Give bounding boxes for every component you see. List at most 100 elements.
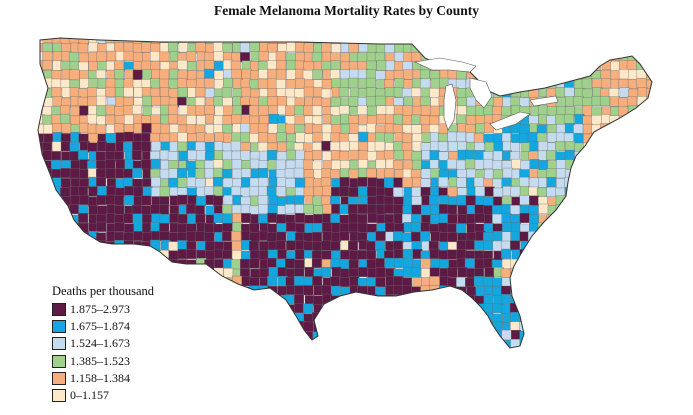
county	[285, 258, 295, 269]
county	[132, 43, 143, 54]
county	[60, 249, 71, 259]
county	[295, 204, 306, 215]
county	[384, 168, 395, 179]
county	[619, 231, 630, 242]
county	[636, 78, 647, 89]
county	[483, 158, 493, 169]
county	[169, 213, 180, 223]
county	[458, 348, 468, 358]
county	[68, 259, 79, 270]
county	[267, 257, 278, 268]
county	[600, 222, 611, 233]
county	[160, 96, 171, 107]
county	[38, 79, 43, 89]
county	[430, 42, 441, 53]
county	[150, 78, 160, 89]
county	[519, 268, 530, 279]
county	[52, 42, 63, 53]
county	[412, 38, 423, 44]
county	[268, 195, 279, 206]
county	[275, 79, 286, 90]
county	[357, 105, 368, 116]
county	[257, 195, 268, 206]
county	[222, 97, 233, 108]
county	[618, 178, 629, 189]
county	[41, 295, 52, 306]
county	[205, 250, 216, 261]
county	[600, 312, 611, 323]
county	[572, 286, 583, 297]
county	[573, 159, 584, 170]
county	[312, 241, 323, 252]
county	[636, 114, 647, 125]
county	[637, 268, 648, 279]
county	[376, 60, 387, 71]
county	[393, 114, 403, 125]
county	[655, 232, 665, 242]
county	[646, 196, 652, 207]
county	[321, 321, 332, 332]
county	[655, 61, 665, 71]
county	[213, 96, 223, 107]
county	[284, 168, 295, 179]
county	[339, 177, 350, 188]
county	[340, 313, 351, 324]
county	[268, 322, 279, 332]
county	[38, 178, 44, 189]
county	[582, 205, 593, 216]
county	[285, 79, 296, 89]
county	[637, 221, 648, 232]
county	[38, 321, 45, 332]
legend-label: 1.158–1.384	[70, 370, 130, 385]
county	[656, 179, 666, 189]
county	[96, 141, 107, 152]
county	[375, 267, 386, 278]
county	[655, 43, 665, 53]
county	[646, 294, 652, 305]
county	[114, 221, 125, 232]
county	[528, 205, 539, 216]
county	[38, 331, 45, 341]
county	[601, 275, 612, 286]
county	[95, 124, 106, 135]
county	[591, 195, 602, 206]
county	[115, 168, 126, 179]
county	[383, 203, 394, 214]
county	[635, 132, 646, 143]
county	[376, 114, 387, 125]
county	[601, 231, 612, 242]
county	[590, 169, 601, 180]
county	[493, 141, 504, 152]
county	[591, 340, 602, 348]
county	[583, 240, 594, 251]
county	[582, 322, 593, 333]
county	[88, 205, 99, 216]
county	[141, 159, 152, 170]
county	[123, 177, 134, 188]
county	[194, 231, 205, 242]
county	[402, 115, 413, 126]
county	[519, 176, 530, 187]
county	[312, 231, 323, 242]
county	[501, 106, 512, 117]
county	[412, 105, 422, 116]
county	[223, 350, 233, 360]
county	[322, 204, 333, 215]
county	[448, 141, 459, 152]
county	[501, 349, 511, 359]
county	[213, 42, 224, 53]
county	[627, 185, 638, 196]
county	[610, 124, 621, 135]
county	[645, 169, 652, 180]
county	[609, 133, 620, 144]
county	[177, 214, 188, 225]
county	[645, 142, 652, 153]
county	[123, 50, 134, 61]
county	[123, 213, 134, 224]
county	[392, 231, 403, 242]
county	[565, 348, 575, 358]
legend-swatch	[52, 371, 66, 385]
county	[268, 123, 279, 134]
county	[618, 168, 629, 178]
county	[303, 276, 314, 287]
